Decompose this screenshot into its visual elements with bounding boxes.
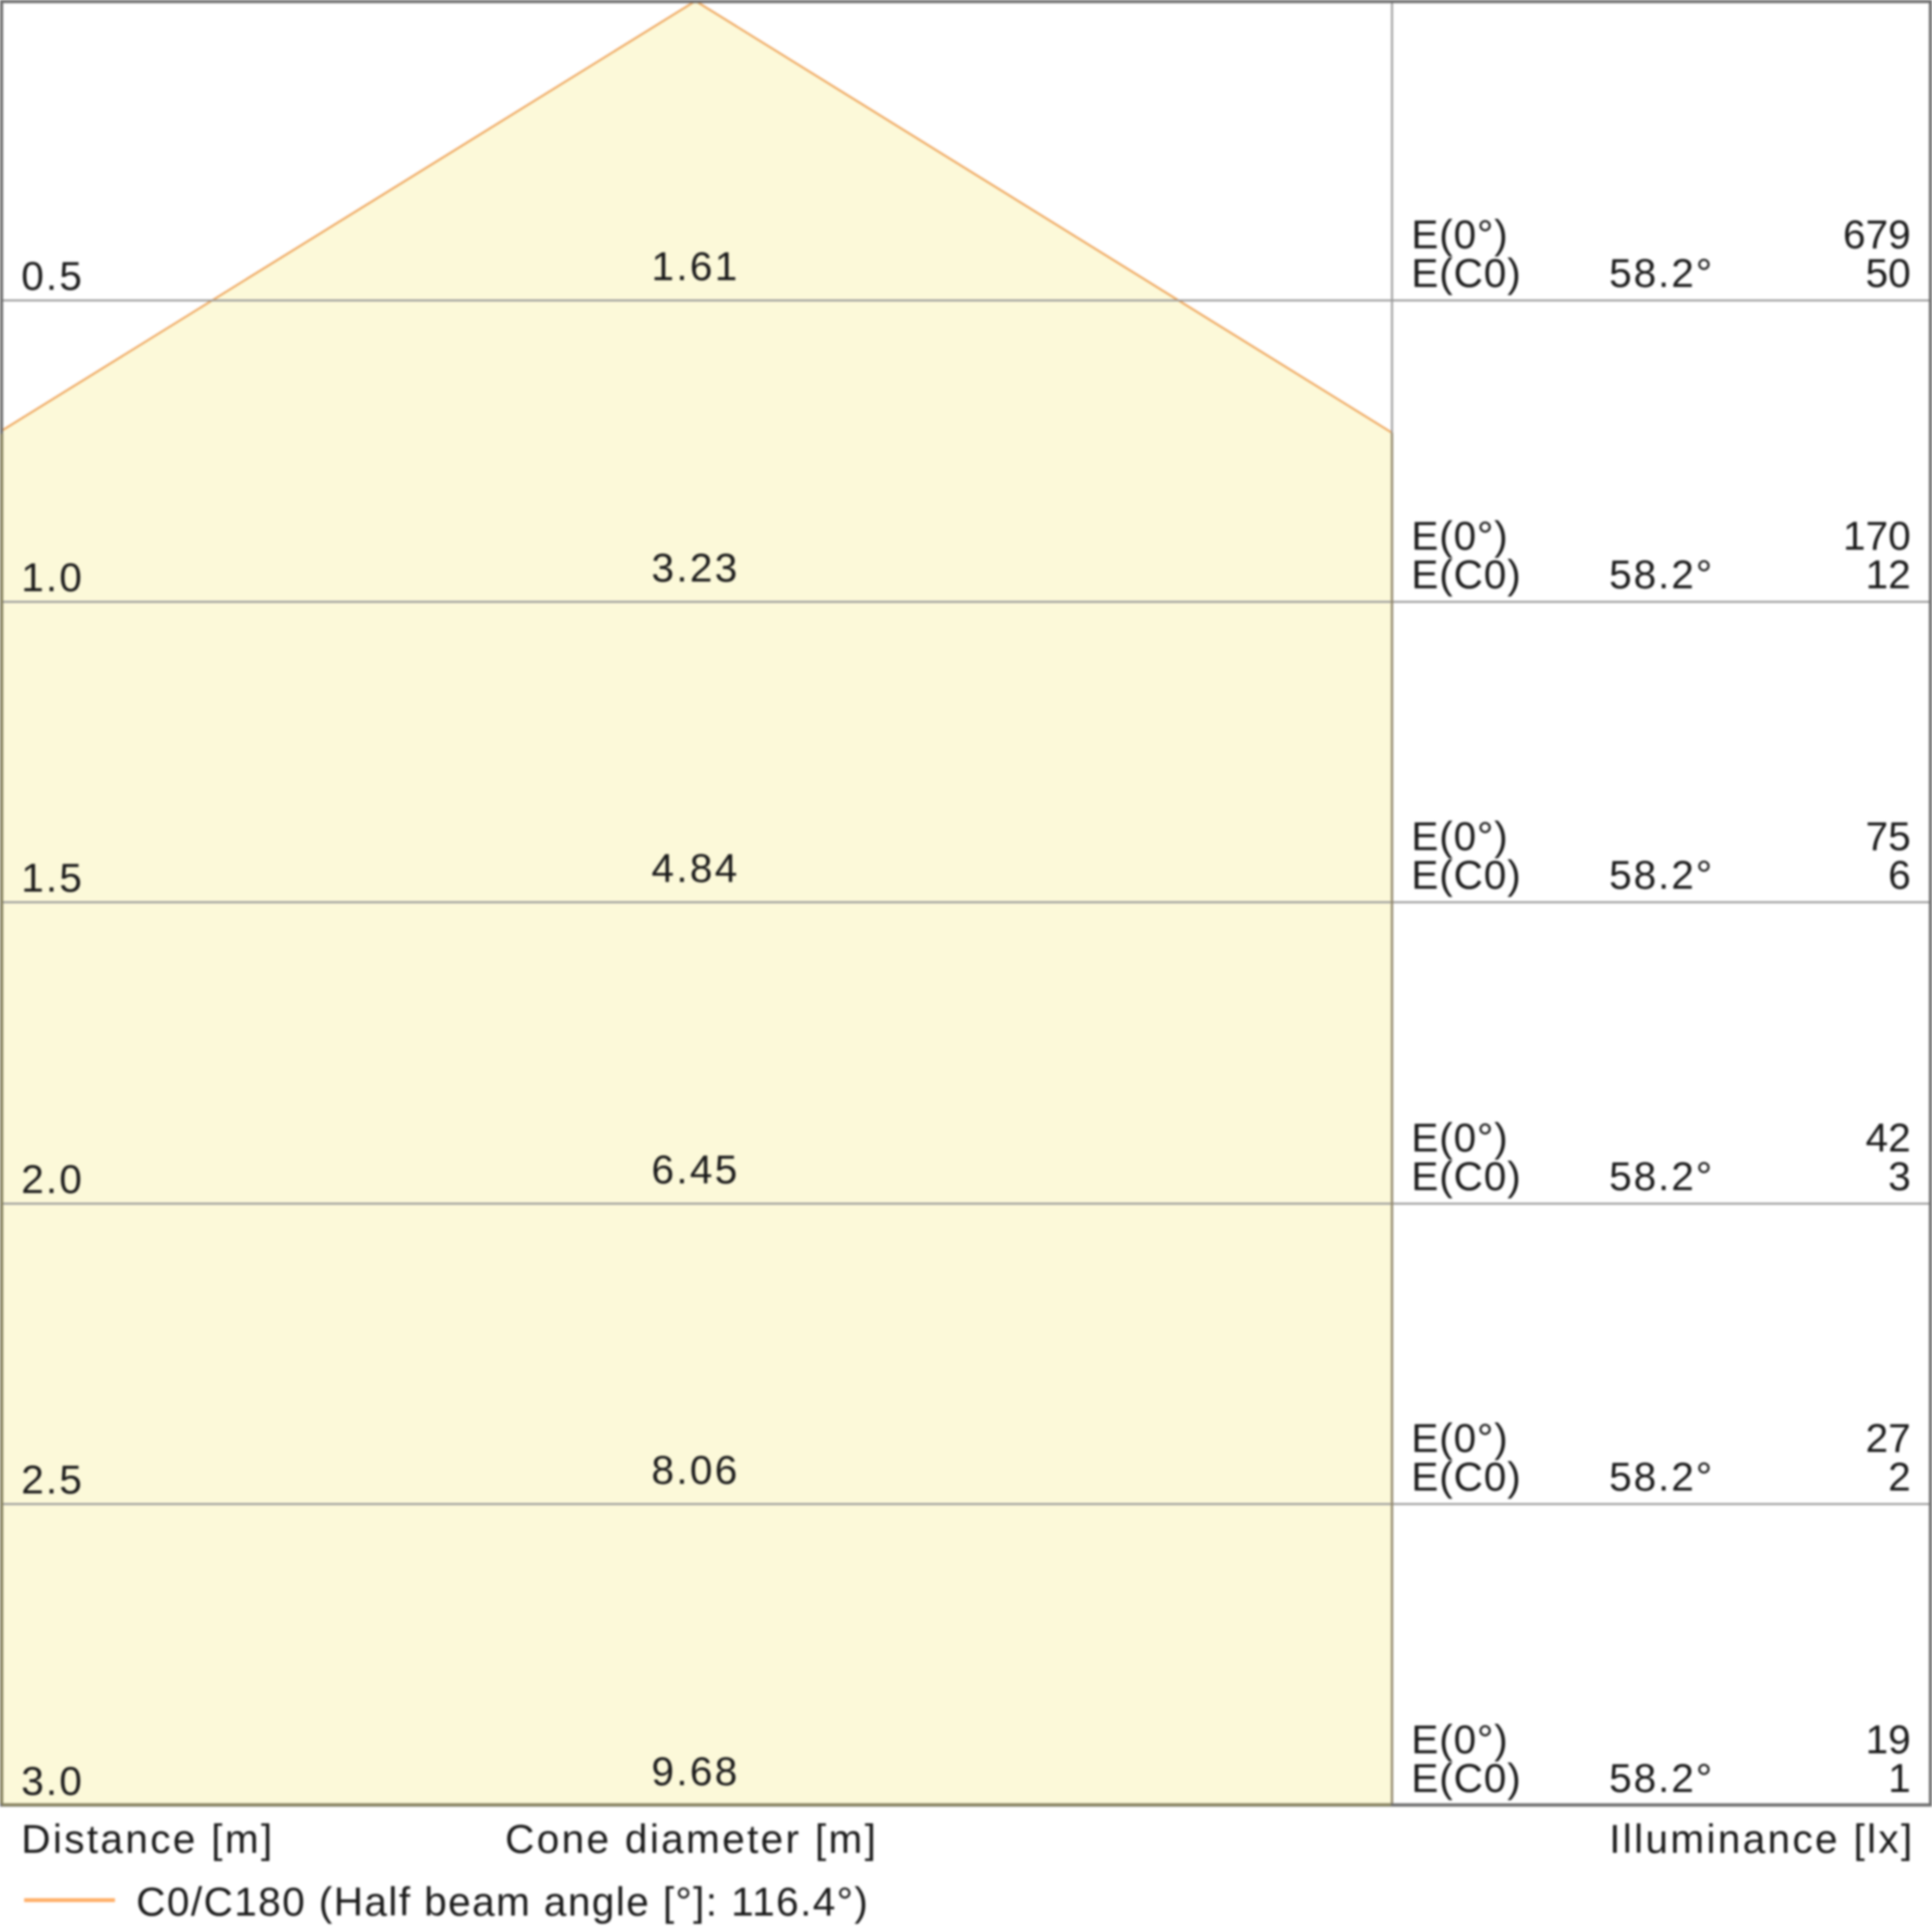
svg-text:E(C0): E(C0) <box>1411 852 1521 897</box>
svg-text:E(0°): E(0°) <box>1411 513 1509 558</box>
svg-text:E(0°): E(0°) <box>1411 1115 1509 1160</box>
svg-text:1.5: 1.5 <box>21 855 84 900</box>
svg-text:58.2°: 58.2° <box>1609 852 1715 897</box>
svg-text:Illuminance [lx]: Illuminance [lx] <box>1609 1816 1915 1861</box>
svg-text:E(C0): E(C0) <box>1411 552 1521 597</box>
svg-text:58.2°: 58.2° <box>1609 1454 1715 1499</box>
svg-text:2.0: 2.0 <box>21 1156 84 1202</box>
svg-text:1.0: 1.0 <box>21 554 84 600</box>
svg-text:58.2°: 58.2° <box>1609 1153 1715 1199</box>
svg-text:0.5: 0.5 <box>21 253 84 298</box>
svg-text:E(C0): E(C0) <box>1411 1755 1521 1801</box>
svg-text:1.61: 1.61 <box>651 243 739 289</box>
svg-text:27: 27 <box>1865 1415 1911 1461</box>
svg-text:3.23: 3.23 <box>651 545 739 590</box>
svg-text:12: 12 <box>1865 552 1911 597</box>
svg-text:6: 6 <box>1889 852 1911 897</box>
svg-text:19: 19 <box>1865 1717 1911 1762</box>
svg-text:3.0: 3.0 <box>21 1758 84 1804</box>
svg-text:E(0°): E(0°) <box>1411 1717 1509 1762</box>
svg-text:C0/C180 (Half beam angle [°]:: C0/C180 (Half beam angle [°]: 116.4°) <box>136 1879 869 1924</box>
svg-text:E(C0): E(C0) <box>1411 1153 1521 1199</box>
svg-text:8.06: 8.06 <box>651 1447 739 1492</box>
svg-text:3: 3 <box>1889 1153 1911 1199</box>
svg-text:E(0°): E(0°) <box>1411 1415 1509 1461</box>
svg-text:1: 1 <box>1889 1755 1911 1801</box>
svg-text:Distance [m]: Distance [m] <box>21 1816 274 1861</box>
svg-text:58.2°: 58.2° <box>1609 552 1715 597</box>
svg-text:2.5: 2.5 <box>21 1457 84 1502</box>
svg-text:50: 50 <box>1865 250 1911 296</box>
svg-text:75: 75 <box>1865 813 1911 859</box>
svg-text:E(C0): E(C0) <box>1411 1454 1521 1499</box>
svg-text:42: 42 <box>1865 1115 1911 1160</box>
svg-text:170: 170 <box>1843 513 1911 558</box>
svg-text:58.2°: 58.2° <box>1609 250 1715 296</box>
svg-text:679: 679 <box>1843 212 1911 257</box>
svg-text:6.45: 6.45 <box>651 1147 739 1192</box>
svg-text:E(0°): E(0°) <box>1411 813 1509 859</box>
svg-text:58.2°: 58.2° <box>1609 1755 1715 1801</box>
svg-text:E(C0): E(C0) <box>1411 250 1521 296</box>
svg-text:Cone diameter [m]: Cone diameter [m] <box>505 1816 878 1861</box>
svg-text:2: 2 <box>1889 1454 1911 1499</box>
svg-text:E(0°): E(0°) <box>1411 212 1509 257</box>
svg-text:4.84: 4.84 <box>651 845 739 891</box>
svg-text:9.68: 9.68 <box>651 1748 739 1794</box>
